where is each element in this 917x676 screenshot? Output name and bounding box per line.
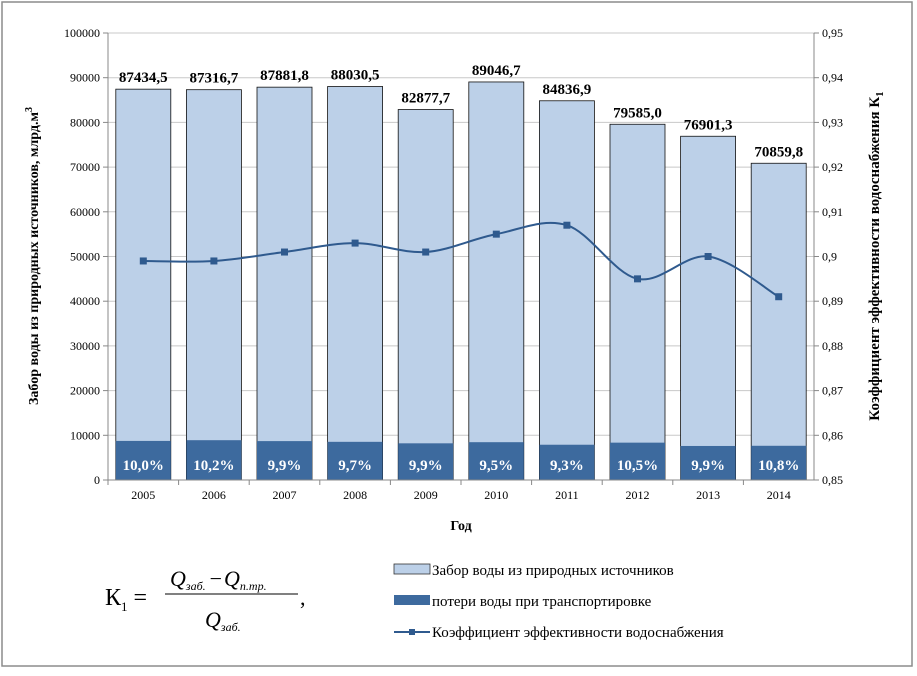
y2-tick-label: 0,88 (822, 339, 843, 353)
coefficient-marker (563, 221, 571, 229)
y2-tick-label: 0,91 (822, 205, 843, 219)
bar-intake (680, 135, 736, 481)
svg-text:,: , (300, 585, 306, 610)
bar-losses-label: 9,9% (409, 458, 443, 474)
bar-losses-label: 9,9% (268, 458, 302, 474)
bar-intake (397, 109, 454, 481)
x-tick-label: 2012 (626, 488, 650, 502)
coefficient-marker (775, 293, 783, 301)
y-tick-label: 10000 (70, 428, 100, 442)
y2-tick-label: 0,86 (822, 428, 843, 442)
bar-losses (468, 442, 524, 480)
bar-intake-label: 87316,7 (190, 71, 239, 87)
svg-text:К1=: К1 = (105, 585, 147, 614)
legend-label-intake: Забор воды из природных источников (432, 563, 674, 579)
coefficient-marker (281, 248, 288, 256)
bar-intake (256, 86, 313, 481)
y-tick-label: 20000 (70, 384, 100, 398)
y2-tick-label: 0,85 (822, 473, 843, 487)
bar-losses (257, 441, 312, 480)
bar-intake (185, 89, 242, 481)
svg-text:Qзаб.−Qп.тр.: Qзаб. −Qп.тр. (170, 566, 267, 593)
bar-intake (327, 86, 384, 481)
bar-intake-label: 88030,5 (331, 68, 380, 84)
bar-losses-label: 10,5% (617, 458, 658, 474)
bar-losses-label: 9,9% (691, 458, 725, 474)
coefficient-marker (351, 239, 359, 247)
bar-losses (680, 445, 736, 480)
coefficient-marker (139, 257, 147, 265)
x-tick-label: 2007 (273, 488, 297, 502)
bar-intake-label: 87434,5 (119, 70, 168, 86)
x-tick-label: 2010 (484, 488, 508, 502)
y-tick-label: 0 (94, 473, 100, 487)
bar-losses (751, 445, 807, 480)
y-tick-label: 30000 (70, 339, 100, 353)
bar-intake (115, 88, 172, 481)
x-tick-label: 2008 (343, 488, 367, 502)
y2-tick-label: 0,9 (822, 250, 837, 264)
y-tick-label: 100000 (64, 26, 100, 40)
coefficient-marker (422, 248, 430, 256)
bar-losses (539, 444, 595, 480)
y-tick-label: 60000 (70, 205, 100, 219)
svg-text:Qзаб.: Qзаб. (205, 607, 241, 634)
bar-losses-label: 10,2% (193, 458, 234, 474)
x-tick-label: 2011 (555, 488, 579, 502)
bar-losses (115, 440, 171, 480)
y2-tick-label: 0,89 (822, 294, 843, 308)
legend-label-coefficient: Коэффициент эффективности водоснабжения (432, 625, 724, 641)
bar-losses (327, 441, 383, 480)
legend-swatch-intake (393, 563, 431, 575)
bar-losses (398, 443, 454, 480)
x-tick-label: 2005 (131, 488, 155, 502)
y-tick-label: 50000 (70, 250, 100, 264)
bar-losses (186, 440, 242, 480)
legend-label-losses: потери воды при транспортировке (432, 594, 652, 610)
y2-tick-label: 0,94 (822, 71, 843, 85)
coefficient-marker (634, 275, 641, 283)
bar-losses-label: 9,5% (479, 458, 513, 474)
coefficient-line (143, 221, 780, 298)
bar-intake-label: 76901,3 (684, 117, 733, 133)
bar-intake-label: 87881,8 (260, 68, 309, 84)
y-tick-label: 80000 (70, 115, 100, 129)
coefficient-marker (492, 230, 500, 238)
bar-intake (750, 162, 807, 481)
y-tick-label: 70000 (70, 160, 100, 174)
x-axis-label: Год (450, 519, 471, 534)
legend-swatch-losses (394, 595, 430, 605)
x-tick-label: 2006 (202, 488, 226, 502)
y-tick-label: 90000 (70, 71, 100, 85)
bar-losses-label: 9,7% (338, 458, 372, 474)
bar-intake-label: 70859,8 (754, 144, 803, 160)
bar-intake-label: 79585,0 (613, 105, 662, 121)
legend: Забор воды из природных источников потер… (393, 563, 724, 641)
coefficient-marker (210, 257, 218, 265)
bar-losses-label: 10,0% (123, 458, 164, 474)
y2-tick-label: 0,95 (822, 26, 843, 40)
y2-tick-label: 0,87 (822, 384, 843, 398)
bar-losses (610, 442, 665, 480)
formula: К1 = Qзаб. −Qп.тр. Qзаб. , (105, 566, 306, 634)
y2-tick-label: 0,93 (822, 115, 843, 129)
x-tick-label: 2009 (414, 488, 438, 502)
x-tick-label: 2013 (696, 488, 720, 502)
coefficient-marker (704, 253, 712, 260)
bar-intake (539, 100, 595, 481)
bar-intake (468, 81, 525, 481)
y2-axis-label: Коэффициент эффективности водоснабжения … (867, 91, 886, 420)
bar-intake-label: 89046,7 (472, 63, 521, 79)
bar-losses-label: 9,3% (550, 458, 584, 474)
bar-intake-label: 82877,7 (401, 91, 450, 107)
y-axis-label: Забор воды из природных источников, млрд… (24, 107, 42, 405)
bar-intake-label: 84836,9 (543, 82, 592, 98)
y2-tick-label: 0,92 (822, 160, 843, 174)
bar-intake (609, 123, 666, 481)
bar-losses-label: 10,8% (758, 458, 799, 474)
y-tick-label: 40000 (70, 294, 100, 308)
x-tick-label: 2014 (767, 488, 791, 502)
